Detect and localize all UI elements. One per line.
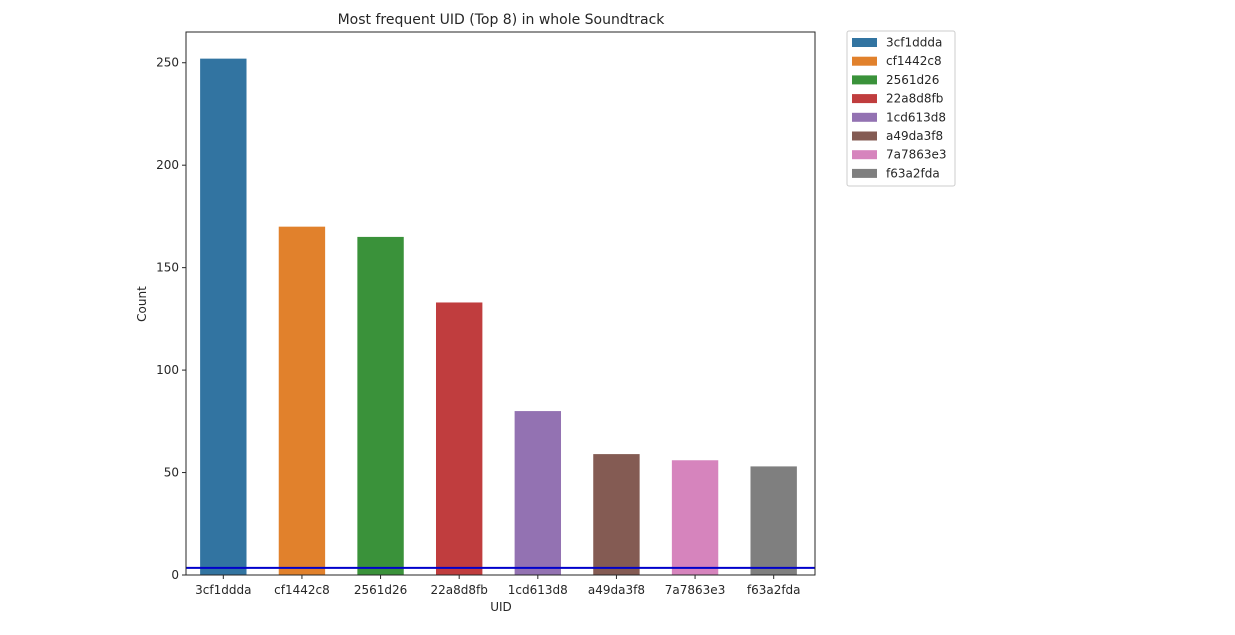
x-tick-label: f63a2fda <box>747 583 801 597</box>
x-tick-label: 22a8d8fb <box>431 583 488 597</box>
plot-area-frame <box>185 31 816 576</box>
legend-swatch-2561d26 <box>852 75 877 85</box>
y-tick-label: 150 <box>156 261 179 275</box>
bar-3cf1ddda <box>200 58 247 575</box>
legend-swatch-a49da3f8 <box>852 131 877 141</box>
bar-a49da3f8 <box>593 454 640 575</box>
x-axis: 3cf1ddda cf1442c8 2561d26 22a8d8fb 1cd613d8 a… <box>195 575 801 597</box>
legend-swatch-cf1442c8 <box>852 56 877 66</box>
bar-2561d26 <box>357 236 404 576</box>
legend-label-a49da3f8: a49da3f8 <box>886 129 943 143</box>
legend-label-1cd613d8: 1cd613d8 <box>886 110 946 124</box>
y-tick-label: 0 <box>171 568 179 582</box>
legend-label-22a8d8fb: 22a8d8fb <box>886 92 943 106</box>
legend-label-f63a2fda: f63a2fda <box>886 166 940 180</box>
legend-label-3cf1ddda: 3cf1ddda <box>886 36 942 50</box>
x-tick-label: 1cd613d8 <box>508 583 568 597</box>
y-tick-label: 200 <box>156 158 179 172</box>
x-tick-label: cf1442c8 <box>274 583 330 597</box>
bar-22a8d8fb <box>435 302 483 575</box>
chart-title: Most frequent UID (Top 8) in whole Sound… <box>338 12 666 28</box>
legend-swatch-3cf1ddda <box>852 38 877 47</box>
x-axis-label: UID <box>490 600 512 614</box>
legend-swatch-1cd613d8 <box>852 112 877 122</box>
bar-7a7863e3 <box>671 460 719 575</box>
legend-label-7a7863e3: 7a7863e3 <box>886 148 947 162</box>
legend-label-cf1442c8: cf1442c8 <box>886 54 942 68</box>
x-tick-label: 7a7863e3 <box>665 583 726 597</box>
y-axis: 0 50 100 150 200 250 <box>156 56 186 582</box>
legend-swatch-7a7863e3 <box>852 150 877 160</box>
legend-swatch-f63a2fda <box>852 168 877 178</box>
y-tick-label: 100 <box>156 363 179 377</box>
legend: 3cf1ddda cf1442c8 2561d26 22a8d8fb 1cd613d8 a… <box>846 30 956 187</box>
bar-f63a2fda <box>750 466 797 575</box>
y-tick-label: 250 <box>156 56 179 70</box>
bars-group <box>200 58 797 576</box>
legend-frame <box>846 30 956 187</box>
x-tick-label: a49da3f8 <box>588 583 645 597</box>
y-axis-label: Count <box>135 286 149 322</box>
bar-1cd613d8 <box>514 411 562 575</box>
x-tick-label: 2561d26 <box>354 583 407 597</box>
bar-cf1442c8 <box>278 226 326 575</box>
legend-swatch-22a8d8fb <box>852 94 877 104</box>
legend-label-2561d26: 2561d26 <box>886 73 939 87</box>
x-tick-label: 3cf1ddda <box>195 583 251 597</box>
y-tick-label: 50 <box>164 466 179 480</box>
